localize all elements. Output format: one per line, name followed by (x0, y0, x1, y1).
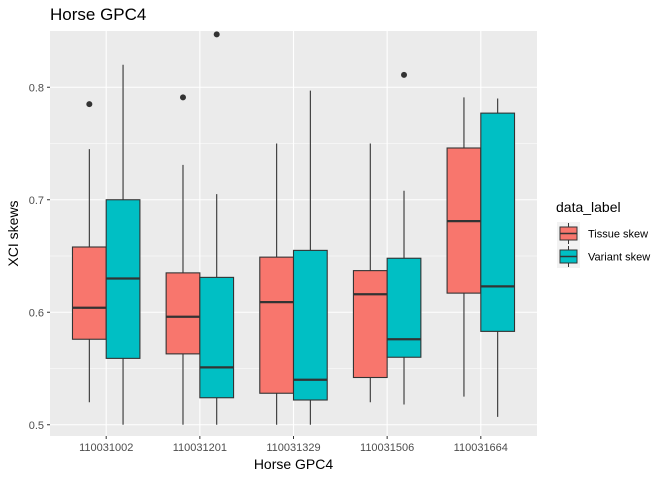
outlier-point (179, 94, 186, 101)
y-tick-label: 0.8 (29, 82, 44, 94)
x-tick-label: 110031002 (79, 442, 133, 454)
box-iqr (386, 257, 422, 358)
y-tick-label: 0.7 (29, 195, 44, 207)
box-iqr (292, 249, 328, 401)
box-variant-skew (480, 98, 516, 417)
x-tick-label: 110031506 (360, 442, 414, 454)
legend-item: Variant skew (557, 245, 650, 268)
box-tissue-skew (352, 143, 388, 403)
x-tick-label: 110031664 (454, 442, 508, 454)
box-tissue-skew (165, 94, 201, 425)
legend-item: Tissue skew (557, 222, 648, 245)
x-tick-label: 110031201 (173, 442, 227, 454)
legend-label: Variant skew (588, 252, 650, 264)
legend: data_label Tissue skew Variant skew (556, 199, 650, 268)
box-variant-skew (386, 71, 422, 405)
box-iqr (352, 270, 388, 379)
outlier-point (401, 71, 408, 78)
box-variant-skew (199, 31, 235, 425)
x-axis-title: Horse GPC4 (254, 456, 334, 472)
y-axis-title: XCI skews (5, 200, 21, 266)
box-iqr (259, 256, 295, 394)
chart-title: Horse GPC4 (50, 5, 146, 24)
box-variant-skew (292, 90, 328, 425)
outlier-point (86, 101, 93, 108)
x-axis-ticks: 110031002 110031201 110031329 110031506 1100… (79, 436, 508, 454)
box-variant-skew (105, 64, 141, 425)
box-iqr (480, 112, 516, 332)
box-tissue-skew (446, 97, 482, 397)
legend-title: data_label (556, 199, 621, 215)
y-tick-label: 0.6 (29, 307, 44, 319)
y-axis-ticks: 0.5 0.6 0.7 0.8 (29, 82, 50, 432)
box-series (71, 31, 516, 425)
box-iqr (71, 246, 107, 340)
box-tissue-skew (71, 101, 107, 403)
y-tick-label: 0.5 (29, 420, 44, 432)
box-iqr (199, 276, 235, 399)
legend-label: Tissue skew (588, 229, 648, 241)
box-iqr (165, 272, 201, 355)
x-tick-label: 110031329 (266, 442, 320, 454)
outlier-point (213, 31, 220, 38)
